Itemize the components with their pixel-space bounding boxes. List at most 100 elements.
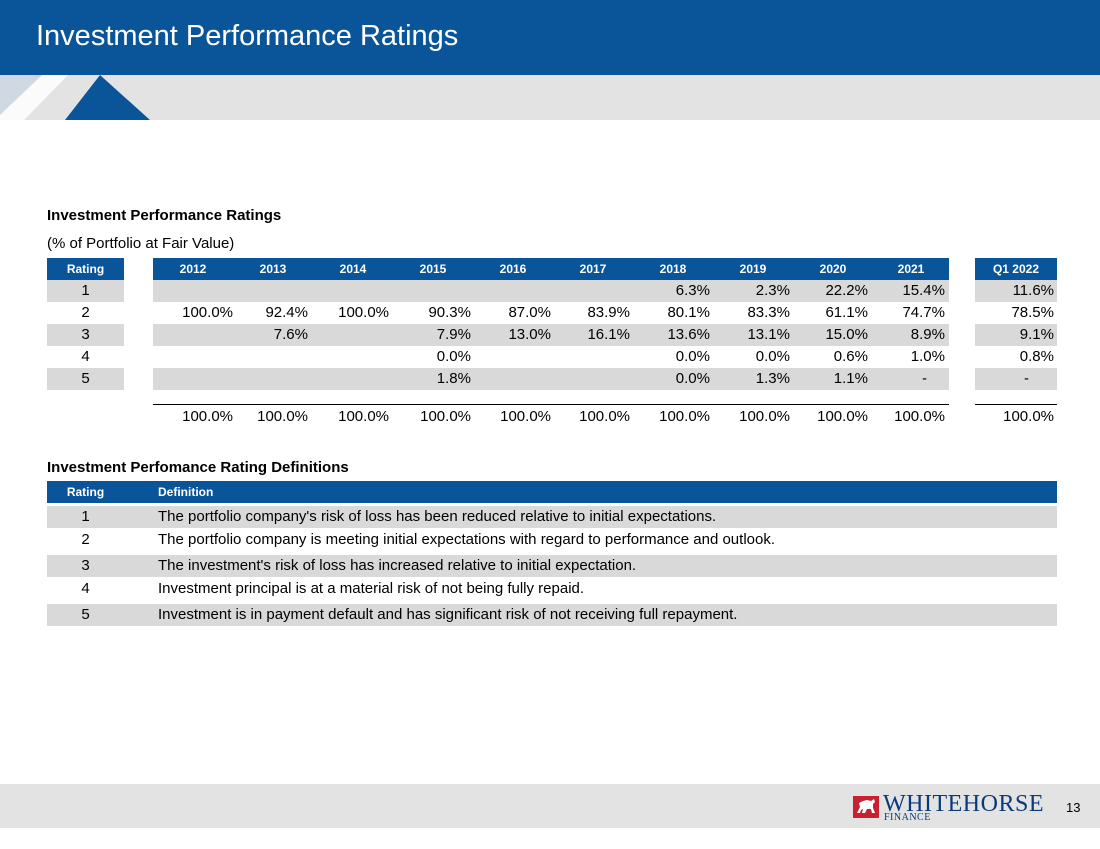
slide-header: Investment Performance Ratings xyxy=(0,0,1100,120)
value-cell: 80.1% xyxy=(667,304,710,321)
value-cell: 15.4% xyxy=(902,282,945,299)
value-cell: 61.1% xyxy=(825,304,868,321)
header-bg xyxy=(975,258,1057,280)
year-header: 2013 xyxy=(259,262,287,276)
value-cell xyxy=(153,346,233,368)
table-row: 2 100.0% 92.4% 100.0% 90.3% 87.0% 83.9% … xyxy=(47,302,1057,324)
value-cell: 0.0% xyxy=(436,348,471,365)
q1-2022-cell: 11.6% xyxy=(1012,282,1054,299)
rating-cell: 3 xyxy=(81,557,90,574)
logo-subtitle: FINANCE xyxy=(884,812,931,823)
value-cell: 22.2% xyxy=(825,282,868,299)
q1-2022-cell: - xyxy=(1024,370,1029,387)
value-cell: 16.1% xyxy=(587,326,630,343)
value-cell xyxy=(553,368,630,390)
definition-cell: The investment's risk of loss has increa… xyxy=(158,557,637,574)
value-cell: 2.3% xyxy=(755,282,790,299)
totals-row: 100.0% 100.0% 100.0% 100.0% 100.0% 100.0… xyxy=(47,406,1057,428)
value-cell: 74.7% xyxy=(902,304,945,321)
value-cell: 8.9% xyxy=(910,326,945,343)
value-cell xyxy=(393,280,471,302)
year-header: 2016 xyxy=(499,262,527,276)
value-cell: 0.0% xyxy=(675,348,710,365)
header-bg xyxy=(47,258,124,280)
value-cell: 13.1% xyxy=(747,326,790,343)
table-row: 4 0.0% 0.0% 0.0% 0.6% 1.0% 0.8% xyxy=(47,346,1057,368)
total-cell: 100.0% xyxy=(817,408,868,425)
value-cell xyxy=(153,280,233,302)
value-cell xyxy=(473,346,551,368)
definition-column-header: Definition xyxy=(158,485,214,499)
value-cell xyxy=(233,368,308,390)
header-decoration xyxy=(0,75,150,120)
value-cell: 15.0% xyxy=(825,326,868,343)
total-cell: 100.0% xyxy=(579,408,630,425)
q1-2022-total-cell: 100.0% xyxy=(1003,408,1054,425)
row-shade xyxy=(975,324,1057,346)
row-shade xyxy=(153,280,949,302)
total-cell: 100.0% xyxy=(257,408,308,425)
rating-cell: 3 xyxy=(81,326,90,343)
row-shade xyxy=(47,324,124,346)
value-cell xyxy=(313,368,389,390)
row-shade xyxy=(47,368,124,390)
value-cell xyxy=(553,280,630,302)
rating-column-header: Rating xyxy=(66,262,105,276)
value-cell: 100.0% xyxy=(182,304,233,321)
ratings-table-title: Investment Performance Ratings xyxy=(47,207,282,224)
rating-column-header: Rating xyxy=(66,485,105,499)
totals-rule xyxy=(975,404,1057,405)
year-header: 2019 xyxy=(739,262,767,276)
totals-rule xyxy=(153,404,949,405)
value-cell: 13.0% xyxy=(508,326,551,343)
year-header: 2018 xyxy=(659,262,687,276)
header-grey-band xyxy=(0,75,1100,120)
table-row: 3 The investment's risk of loss has incr… xyxy=(47,555,1057,577)
row-shade xyxy=(153,368,949,390)
year-header: 2015 xyxy=(419,262,447,276)
rating-cell: 4 xyxy=(81,580,90,597)
value-cell: 0.0% xyxy=(755,348,790,365)
value-cell: 6.3% xyxy=(675,282,710,299)
total-cell: 100.0% xyxy=(739,408,790,425)
value-cell xyxy=(153,368,233,390)
value-cell xyxy=(233,346,308,368)
rating-cell: 1 xyxy=(81,282,90,299)
definition-cell: Investment principal is at a material ri… xyxy=(158,580,585,597)
row-shade xyxy=(975,280,1057,302)
value-cell: 1.1% xyxy=(833,370,868,387)
value-cell: 1.0% xyxy=(910,348,945,365)
horse-icon xyxy=(853,796,879,818)
page-number: 13 xyxy=(1066,800,1081,815)
value-cell: 90.3% xyxy=(428,304,471,321)
slide-footer: WHITEHORSE FINANCE 13 xyxy=(0,784,1100,828)
total-cell: 100.0% xyxy=(659,408,710,425)
value-cell: 92.4% xyxy=(265,304,308,321)
value-cell: 0.6% xyxy=(833,348,868,365)
q1-2022-header: Q1 2022 xyxy=(992,262,1040,276)
ratings-table-subtitle: (% of Portfolio at Fair Value) xyxy=(47,235,235,252)
header-bg xyxy=(153,258,949,280)
value-cell: 7.6% xyxy=(273,326,308,343)
q1-2022-cell: 0.8% xyxy=(1019,348,1054,365)
value-cell xyxy=(233,280,308,302)
table-row: 4 Investment principal is at a material … xyxy=(47,578,1057,600)
q1-2022-cell: 78.5% xyxy=(1011,304,1054,321)
value-cell: 1.3% xyxy=(755,370,790,387)
value-cell: - xyxy=(922,370,927,387)
rating-cell: 2 xyxy=(81,531,90,548)
whitehorse-logo: WHITEHORSE FINANCE xyxy=(853,791,1043,823)
value-cell: 0.0% xyxy=(675,370,710,387)
table-row: 2 The portfolio company is meeting initi… xyxy=(47,529,1057,551)
rating-cell: 5 xyxy=(81,370,90,387)
definition-cell: Investment is in payment default and has… xyxy=(158,606,738,623)
value-cell: 7.9% xyxy=(436,326,471,343)
year-header: 2014 xyxy=(339,262,367,276)
table-row: 3 7.6% 7.9% 13.0% 16.1% 13.6% 13.1% 15.0… xyxy=(47,324,1057,346)
row-shade xyxy=(975,368,1057,390)
value-cell xyxy=(153,324,233,346)
total-cell: 100.0% xyxy=(500,408,551,425)
value-cell xyxy=(313,346,389,368)
year-header: 2012 xyxy=(179,262,207,276)
value-cell: 100.0% xyxy=(338,304,389,321)
